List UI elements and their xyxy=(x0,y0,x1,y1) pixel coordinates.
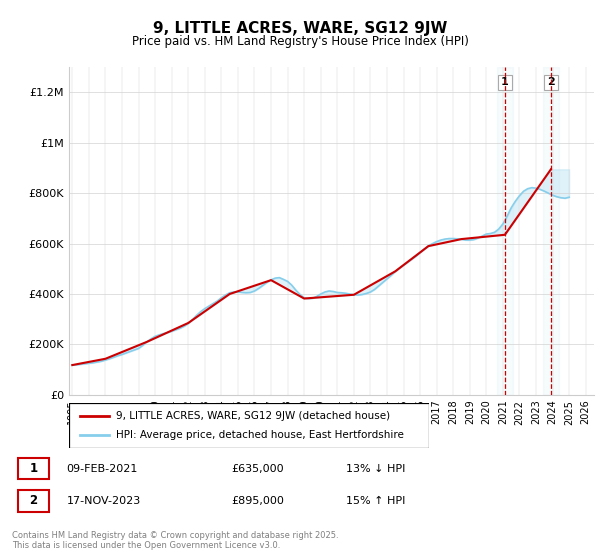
Text: 17-NOV-2023: 17-NOV-2023 xyxy=(67,496,141,506)
FancyBboxPatch shape xyxy=(69,403,429,448)
Text: 13% ↓ HPI: 13% ↓ HPI xyxy=(346,464,406,474)
Text: £635,000: £635,000 xyxy=(231,464,284,474)
Text: £895,000: £895,000 xyxy=(231,496,284,506)
Text: 1: 1 xyxy=(29,462,38,475)
Text: 9, LITTLE ACRES, WARE, SG12 9JW (detached house): 9, LITTLE ACRES, WARE, SG12 9JW (detache… xyxy=(116,410,390,421)
Text: HPI: Average price, detached house, East Hertfordshire: HPI: Average price, detached house, East… xyxy=(116,431,404,441)
Text: Contains HM Land Registry data © Crown copyright and database right 2025.
This d: Contains HM Land Registry data © Crown c… xyxy=(12,530,338,550)
FancyBboxPatch shape xyxy=(18,491,49,512)
Text: 09-FEB-2021: 09-FEB-2021 xyxy=(67,464,138,474)
Bar xyxy=(497,67,513,395)
Text: 1: 1 xyxy=(501,77,509,87)
FancyBboxPatch shape xyxy=(18,458,49,479)
Bar xyxy=(542,67,559,395)
Text: Price paid vs. HM Land Registry's House Price Index (HPI): Price paid vs. HM Land Registry's House … xyxy=(131,35,469,48)
Text: 9, LITTLE ACRES, WARE, SG12 9JW: 9, LITTLE ACRES, WARE, SG12 9JW xyxy=(153,21,447,36)
Text: 2: 2 xyxy=(29,494,38,507)
Text: 15% ↑ HPI: 15% ↑ HPI xyxy=(346,496,406,506)
Text: 2: 2 xyxy=(547,77,555,87)
